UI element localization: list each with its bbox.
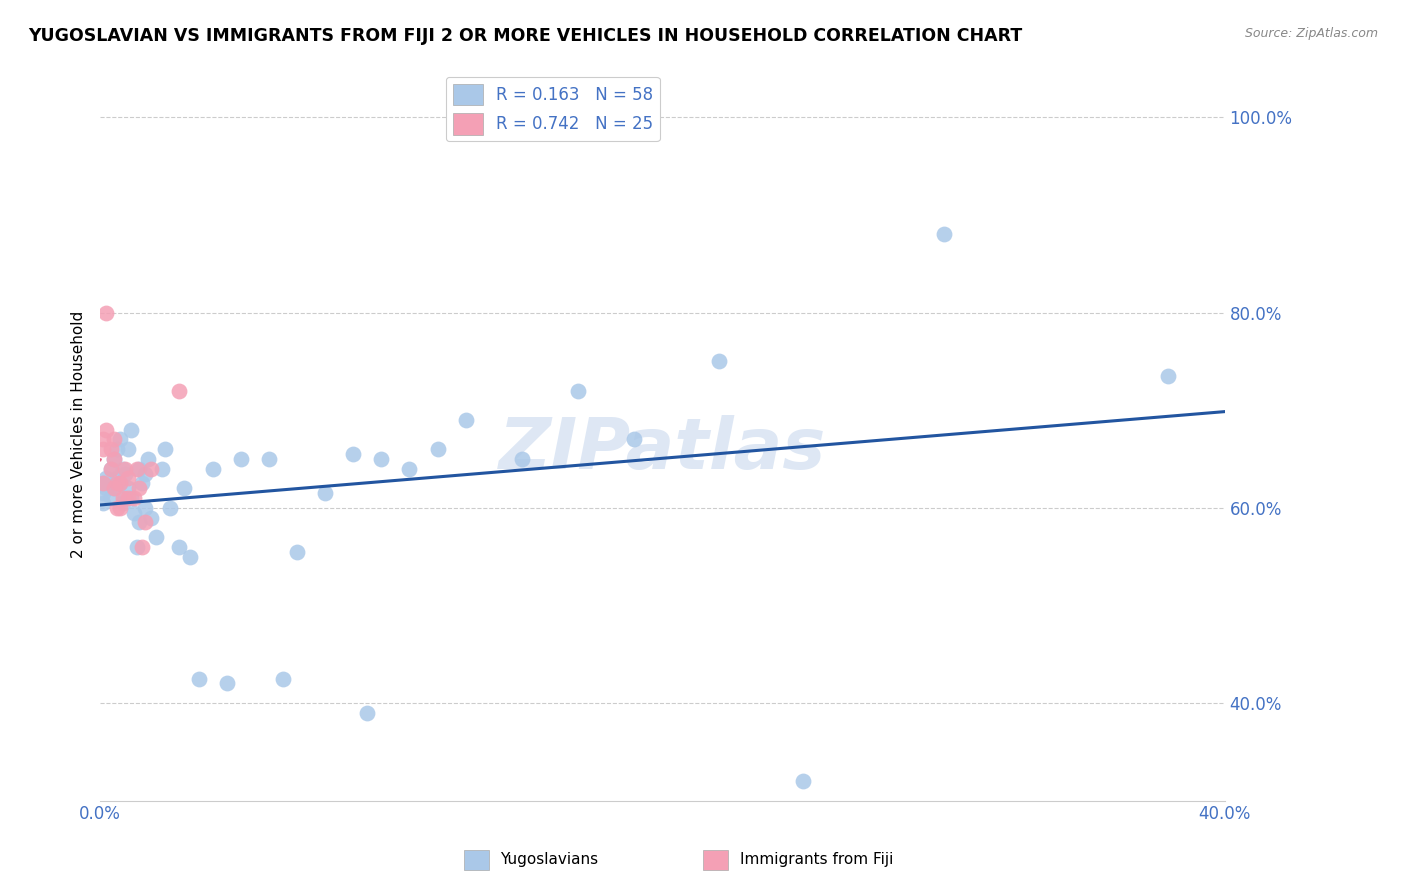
Point xyxy=(103,452,125,467)
Point xyxy=(108,476,131,491)
Point xyxy=(114,461,136,475)
Point xyxy=(117,442,139,457)
Point xyxy=(567,384,589,398)
Point xyxy=(125,461,148,475)
Point xyxy=(94,471,117,485)
Point xyxy=(100,491,122,505)
Legend: R = 0.163   N = 58, R = 0.742   N = 25: R = 0.163 N = 58, R = 0.742 N = 25 xyxy=(446,77,659,141)
Point xyxy=(1157,369,1180,384)
Point xyxy=(128,516,150,530)
Point xyxy=(510,452,533,467)
Point xyxy=(111,491,134,505)
Point xyxy=(114,467,136,481)
Point xyxy=(128,461,150,475)
Point xyxy=(150,461,173,475)
Text: ZIPatlas: ZIPatlas xyxy=(499,415,827,483)
Point xyxy=(356,706,378,720)
Text: YUGOSLAVIAN VS IMMIGRANTS FROM FIJI 2 OR MORE VEHICLES IN HOUSEHOLD CORRELATION : YUGOSLAVIAN VS IMMIGRANTS FROM FIJI 2 OR… xyxy=(28,27,1022,45)
Point xyxy=(159,500,181,515)
Point xyxy=(100,442,122,457)
Point xyxy=(134,516,156,530)
Point xyxy=(100,461,122,475)
Point xyxy=(111,496,134,510)
Point xyxy=(105,500,128,515)
Point xyxy=(179,549,201,564)
Point xyxy=(167,540,190,554)
Point xyxy=(623,433,645,447)
Point xyxy=(167,384,190,398)
Point xyxy=(105,471,128,485)
Point xyxy=(91,476,114,491)
Point xyxy=(94,305,117,319)
Text: Source: ZipAtlas.com: Source: ZipAtlas.com xyxy=(1244,27,1378,40)
Point xyxy=(114,491,136,505)
Point xyxy=(454,413,477,427)
Point xyxy=(139,510,162,524)
Point xyxy=(125,540,148,554)
Text: Yugoslavians: Yugoslavians xyxy=(501,853,599,867)
Point xyxy=(792,774,814,789)
Point xyxy=(91,496,114,510)
Point xyxy=(108,476,131,491)
Point xyxy=(103,452,125,467)
Point xyxy=(153,442,176,457)
Point xyxy=(136,452,159,467)
Point xyxy=(342,447,364,461)
Point xyxy=(103,481,125,495)
Point xyxy=(187,672,209,686)
Point xyxy=(122,506,145,520)
Point xyxy=(94,423,117,437)
Point xyxy=(426,442,449,457)
Point xyxy=(314,486,336,500)
Point xyxy=(117,481,139,495)
Point xyxy=(117,471,139,485)
Point xyxy=(370,452,392,467)
Point xyxy=(120,423,142,437)
Point xyxy=(285,545,308,559)
Point xyxy=(103,433,125,447)
Point xyxy=(91,476,114,491)
Point xyxy=(117,491,139,505)
Point xyxy=(128,481,150,495)
Point xyxy=(215,676,238,690)
Text: Immigrants from Fiji: Immigrants from Fiji xyxy=(740,853,893,867)
Point xyxy=(105,476,128,491)
Point xyxy=(271,672,294,686)
Point xyxy=(257,452,280,467)
Point xyxy=(134,467,156,481)
Point xyxy=(91,433,114,447)
Y-axis label: 2 or more Vehicles in Household: 2 or more Vehicles in Household xyxy=(72,311,86,558)
Point xyxy=(108,500,131,515)
Point xyxy=(139,461,162,475)
Point xyxy=(105,442,128,457)
Point xyxy=(201,461,224,475)
Point xyxy=(398,461,420,475)
Point xyxy=(94,481,117,495)
Point xyxy=(131,540,153,554)
Point xyxy=(134,500,156,515)
Point xyxy=(91,486,114,500)
Point xyxy=(145,530,167,544)
Point xyxy=(131,476,153,491)
Point xyxy=(108,433,131,447)
Point xyxy=(103,481,125,495)
Point xyxy=(120,491,142,505)
Point xyxy=(932,227,955,242)
Point xyxy=(91,442,114,457)
Point xyxy=(100,461,122,475)
Point xyxy=(707,354,730,368)
Point xyxy=(111,461,134,475)
Point xyxy=(229,452,252,467)
Point xyxy=(173,481,195,495)
Point xyxy=(122,491,145,505)
